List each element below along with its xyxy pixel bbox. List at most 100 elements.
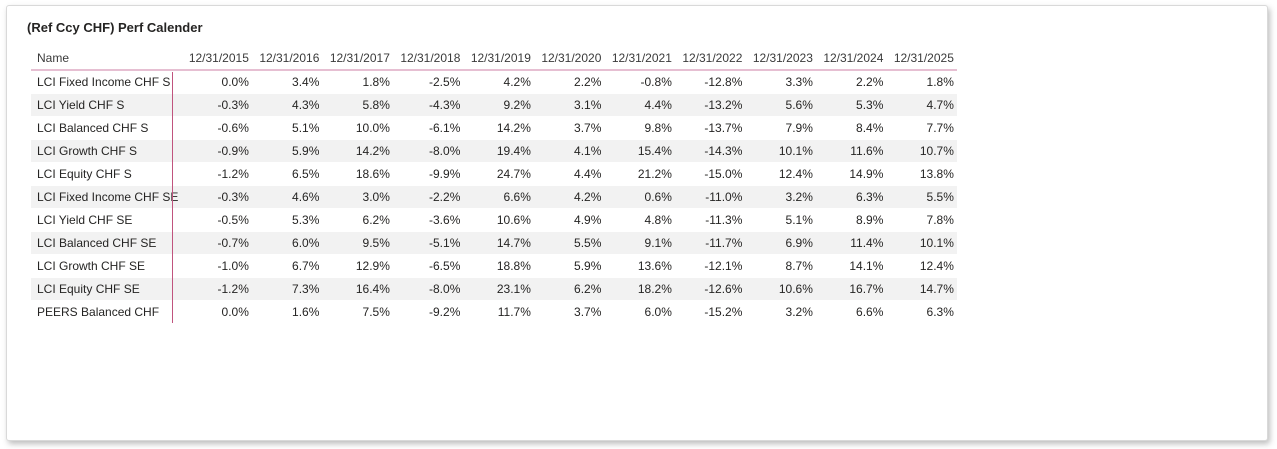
value-cell[interactable]: 4.7% (886, 92, 957, 116)
column-header-3[interactable]: 12/31/2017 (322, 46, 393, 71)
value-cell[interactable]: -15.2% (674, 299, 746, 323)
value-cell[interactable]: 4.4% (604, 92, 675, 116)
value-cell[interactable]: 5.8% (322, 92, 393, 116)
row-name-cell[interactable]: LCI Fixed Income CHF SE (31, 184, 182, 208)
value-cell[interactable]: -0.8% (604, 69, 675, 93)
value-cell[interactable]: 3.7% (533, 115, 605, 139)
value-cell[interactable]: 4.3% (251, 92, 323, 116)
value-cell[interactable]: 12.4% (886, 253, 957, 277)
column-header-7[interactable]: 12/31/2021 (604, 46, 675, 71)
value-cell[interactable]: -3.6% (392, 207, 464, 231)
value-cell[interactable]: -2.2% (392, 184, 464, 208)
value-cell[interactable]: 0.0% (181, 299, 252, 323)
value-cell[interactable]: 14.7% (886, 276, 957, 300)
value-cell[interactable]: 6.5% (251, 161, 323, 185)
value-cell[interactable]: -6.5% (392, 253, 464, 277)
value-cell[interactable]: 18.8% (463, 253, 534, 277)
value-cell[interactable]: 5.5% (533, 230, 605, 254)
value-cell[interactable]: 6.3% (815, 184, 887, 208)
value-cell[interactable]: 6.6% (815, 299, 887, 323)
value-cell[interactable]: 10.1% (886, 230, 957, 254)
value-cell[interactable]: 11.6% (815, 138, 887, 162)
value-cell[interactable]: 6.3% (886, 299, 957, 323)
row-name-cell[interactable]: LCI Growth CHF S (31, 138, 182, 162)
value-cell[interactable]: 6.9% (745, 230, 816, 254)
column-header-1[interactable]: 12/31/2015 (181, 46, 252, 71)
row-name-cell[interactable]: PEERS Balanced CHF (31, 299, 182, 323)
value-cell[interactable]: 9.5% (322, 230, 393, 254)
value-cell[interactable]: 14.9% (815, 161, 887, 185)
value-cell[interactable]: -9.9% (392, 161, 464, 185)
value-cell[interactable]: -0.5% (181, 207, 252, 231)
value-cell[interactable]: 16.4% (322, 276, 393, 300)
value-cell[interactable]: -4.3% (392, 92, 464, 116)
value-cell[interactable]: 21.2% (604, 161, 675, 185)
value-cell[interactable]: 5.6% (745, 92, 816, 116)
value-cell[interactable]: 13.8% (886, 161, 957, 185)
value-cell[interactable]: -1.2% (181, 276, 252, 300)
column-header-11[interactable]: 12/31/2025 (886, 46, 957, 71)
value-cell[interactable]: 12.9% (322, 253, 393, 277)
value-cell[interactable]: -0.9% (181, 138, 252, 162)
value-cell[interactable]: -15.0% (674, 161, 746, 185)
value-cell[interactable]: 3.0% (322, 184, 393, 208)
value-cell[interactable]: 5.1% (745, 207, 816, 231)
value-cell[interactable]: -0.6% (181, 115, 252, 139)
value-cell[interactable]: 23.1% (463, 276, 534, 300)
value-cell[interactable]: -11.3% (674, 207, 746, 231)
value-cell[interactable]: 3.2% (745, 184, 816, 208)
value-cell[interactable]: -0.7% (181, 230, 252, 254)
value-cell[interactable]: -1.2% (181, 161, 252, 185)
value-cell[interactable]: 7.3% (251, 276, 323, 300)
value-cell[interactable]: 19.4% (463, 138, 534, 162)
row-name-cell[interactable]: LCI Fixed Income CHF S (31, 69, 182, 93)
value-cell[interactable]: 7.5% (322, 299, 393, 323)
value-cell[interactable]: 4.2% (463, 69, 534, 93)
value-cell[interactable]: 4.4% (533, 161, 605, 185)
value-cell[interactable]: 18.2% (604, 276, 675, 300)
value-cell[interactable]: -0.3% (181, 184, 252, 208)
value-cell[interactable]: 9.1% (604, 230, 675, 254)
value-cell[interactable]: 10.1% (745, 138, 816, 162)
value-cell[interactable]: 14.1% (815, 253, 887, 277)
value-cell[interactable]: 11.7% (463, 299, 534, 323)
value-cell[interactable]: -0.3% (181, 92, 252, 116)
value-cell[interactable]: 0.0% (181, 69, 252, 93)
value-cell[interactable]: 6.0% (604, 299, 675, 323)
value-cell[interactable]: -6.1% (392, 115, 464, 139)
value-cell[interactable]: -11.7% (674, 230, 746, 254)
value-cell[interactable]: 7.8% (886, 207, 957, 231)
value-cell[interactable]: 1.6% (251, 299, 323, 323)
value-cell[interactable]: 8.9% (815, 207, 887, 231)
value-cell[interactable]: 3.4% (251, 69, 323, 93)
value-cell[interactable]: 14.2% (463, 115, 534, 139)
row-name-cell[interactable]: LCI Balanced CHF SE (31, 230, 182, 254)
column-header-10[interactable]: 12/31/2024 (815, 46, 887, 71)
value-cell[interactable]: 18.6% (322, 161, 393, 185)
value-cell[interactable]: 24.7% (463, 161, 534, 185)
value-cell[interactable]: 14.7% (463, 230, 534, 254)
value-cell[interactable]: 9.2% (463, 92, 534, 116)
value-cell[interactable]: 14.2% (322, 138, 393, 162)
value-cell[interactable]: 6.6% (463, 184, 534, 208)
value-cell[interactable]: -12.1% (674, 253, 746, 277)
value-cell[interactable]: 6.2% (322, 207, 393, 231)
value-cell[interactable]: 1.8% (322, 69, 393, 93)
value-cell[interactable]: 13.6% (604, 253, 675, 277)
value-cell[interactable]: 5.9% (533, 253, 605, 277)
value-cell[interactable]: 1.8% (886, 69, 957, 93)
column-header-9[interactable]: 12/31/2023 (745, 46, 816, 71)
value-cell[interactable]: 5.9% (251, 138, 323, 162)
row-name-cell[interactable]: LCI Yield CHF S (31, 92, 182, 116)
value-cell[interactable]: 6.7% (251, 253, 323, 277)
value-cell[interactable]: 16.7% (815, 276, 887, 300)
value-cell[interactable]: 7.9% (745, 115, 816, 139)
value-cell[interactable]: 8.7% (745, 253, 816, 277)
column-header-4[interactable]: 12/31/2018 (392, 46, 464, 71)
value-cell[interactable]: -12.6% (674, 276, 746, 300)
row-name-cell[interactable]: LCI Yield CHF SE (31, 207, 182, 231)
value-cell[interactable]: 0.6% (604, 184, 675, 208)
value-cell[interactable]: 3.3% (745, 69, 816, 93)
value-cell[interactable]: 10.0% (322, 115, 393, 139)
value-cell[interactable]: -5.1% (392, 230, 464, 254)
